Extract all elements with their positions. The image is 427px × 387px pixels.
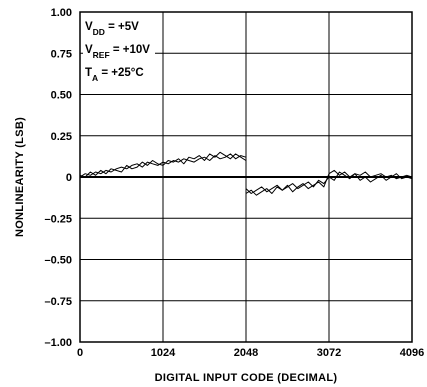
x-tick-label: 4096 — [400, 347, 424, 359]
test-condition: VREF = +10V — [85, 44, 150, 60]
test-condition: VDD = +5V — [85, 21, 139, 37]
y-axis-label: NONLINEARITY (LSB) — [14, 117, 26, 237]
x-tick-label: 1024 — [151, 347, 176, 359]
condition-backdrop — [83, 18, 144, 35]
x-axis-label: DIGITAL INPUT CODE (DECIMAL) — [155, 372, 338, 384]
condition-backdrop — [83, 64, 148, 81]
x-tick-labels: 0 1024 2048 3072 4096 — [77, 347, 424, 359]
x-tick-label: 3072 — [317, 347, 341, 359]
y-tick-label: 0.25 — [51, 131, 72, 143]
y-tick-label: –0.25 — [44, 213, 72, 225]
y-tick-label: –0.75 — [44, 296, 72, 308]
nonlinearity-trace-3 — [245, 169, 413, 196]
y-tick-label: 0 — [66, 172, 72, 184]
x-tick-label: 2048 — [234, 347, 258, 359]
y-tick-label: 0.75 — [51, 48, 72, 60]
test-conditions: VDD = +5V VREF = +10V TA = +25°C — [83, 18, 155, 83]
x-tick-label: 0 — [77, 347, 83, 359]
test-condition: TA = +25°C — [85, 67, 144, 83]
y-tick-label: –0.50 — [44, 255, 72, 267]
nonlinearity-trace-2 — [79, 151, 247, 178]
y-tick-label: –1.00 — [44, 337, 72, 349]
nonlinearity-trace-1 — [79, 153, 247, 178]
y-tick-labels: 1.00 0.75 0.50 0.25 0 –0.25 –0.50 –0.75 –1.00 — [44, 7, 72, 349]
y-tick-label: 0.50 — [51, 90, 72, 102]
plot-frame — [79, 11, 413, 343]
condition-backdrop — [83, 41, 155, 58]
y-tick-label: 1.00 — [51, 7, 72, 19]
